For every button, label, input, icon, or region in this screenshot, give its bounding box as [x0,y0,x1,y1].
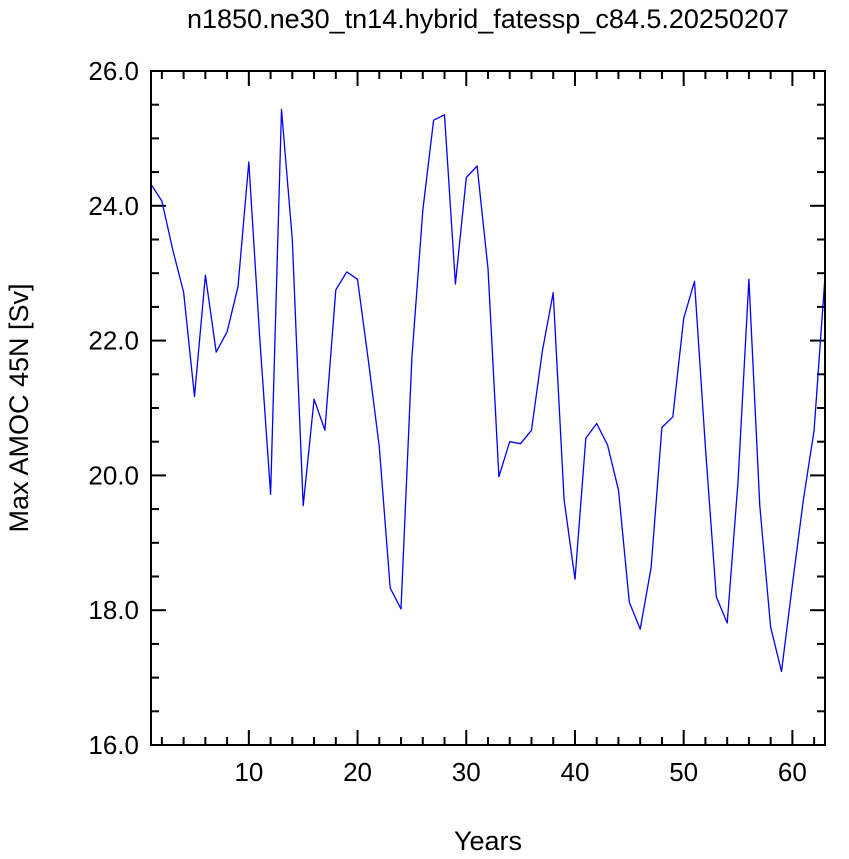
y-tick-label: 24.0 [88,191,139,221]
plot-frame [150,70,826,746]
x-tick-label: 50 [669,757,698,787]
y-axis-label: Max AMOC 45N [Sv] [4,283,34,532]
x-tick-label: 40 [561,757,590,787]
x-tick-label: 10 [234,757,263,787]
x-tick-label: 30 [452,757,481,787]
x-axis-label: Years [454,826,522,856]
y-axis-tick-labels: 16.0 18.0 20.0 22.0 24.0 26.0 [88,56,139,760]
y-tick-label: 16.0 [88,730,139,760]
y-axis-ticks [151,70,825,746]
y-tick-label: 20.0 [88,460,139,490]
x-axis-tick-labels: 10 20 30 40 50 60 [234,757,806,787]
y-tick-label: 22.0 [88,326,139,356]
y-tick-label: 18.0 [88,595,139,625]
y-tick-label: 26.0 [88,56,139,86]
x-tick-label: 20 [343,757,372,787]
series-line [150,108,826,673]
x-tick-label: 60 [778,757,807,787]
chart-title: n1850.ne30_tn14.hybrid_fatessp_c84.5.202… [187,4,789,34]
x-axis-ticks [160,71,816,745]
